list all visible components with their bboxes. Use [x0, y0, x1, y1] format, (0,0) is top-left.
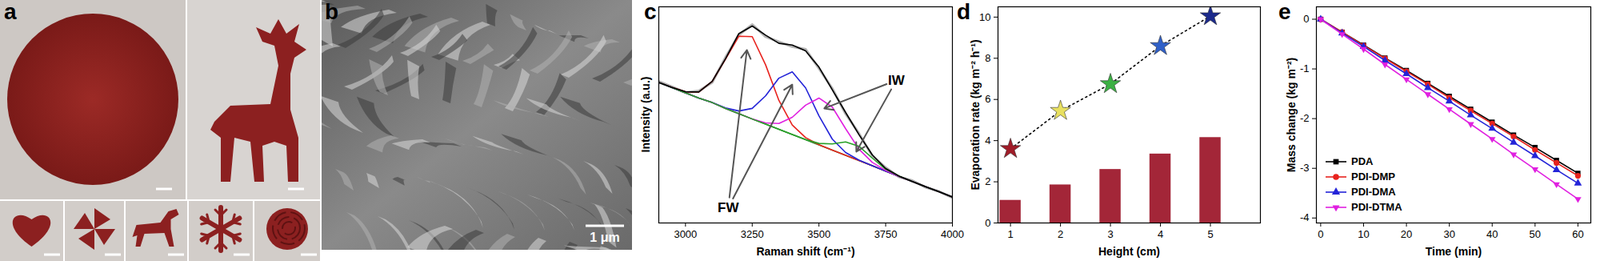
svg-text:4: 4: [984, 134, 991, 147]
html-text:PDI-DTMA: PDI-DTMA: [1351, 200, 1402, 213]
html-text:Intensity (a.u.): Intensity (a.u.): [639, 76, 652, 153]
svg-text:Mass change (kg m⁻²): Mass change (kg m⁻²): [1284, 57, 1298, 172]
svg-text:Height (cm): Height (cm): [1098, 244, 1160, 258]
svg-text:Time (min): Time (min): [1425, 244, 1483, 258]
svg-text:8: 8: [984, 52, 991, 64]
svg-text:Raman shift (cm⁻¹): Raman shift (cm⁻¹): [756, 244, 855, 258]
svg-text:5: 5: [1207, 228, 1213, 240]
html-text:PDA: PDA: [1351, 155, 1374, 168]
svg-text:0: 0: [984, 216, 991, 229]
html-text:d: d: [956, 0, 971, 24]
svg-text:-4: -4: [1300, 211, 1310, 224]
svg-text:FW: FW: [717, 200, 740, 216]
svg-text:-3: -3: [1300, 161, 1310, 174]
svg-text:10: 10: [1357, 228, 1369, 240]
svg-text:3: 3: [1107, 228, 1113, 240]
svg-text:-2: -2: [1300, 112, 1310, 124]
svg-text:4000: 4000: [940, 228, 964, 240]
svg-text:2: 2: [1057, 228, 1064, 240]
svg-text:6: 6: [984, 92, 991, 105]
svg-text:3000: 3000: [673, 228, 697, 240]
svg-text:IW: IW: [888, 72, 906, 88]
svg-text:60: 60: [1572, 228, 1584, 240]
svg-text:10: 10: [979, 11, 991, 24]
html-text:c: c: [644, 0, 657, 24]
svg-text:50: 50: [1529, 228, 1541, 240]
svg-text:-1: -1: [1300, 62, 1310, 75]
svg-text:3250: 3250: [740, 228, 764, 240]
html-text:b: b: [324, 0, 339, 24]
html-text:e: e: [1278, 0, 1291, 24]
svg-text:1: 1: [1008, 228, 1014, 240]
svg-text:20: 20: [1400, 228, 1412, 240]
svg-text:2: 2: [984, 175, 991, 188]
svg-text:0: 0: [1317, 228, 1324, 240]
svg-text:3750: 3750: [874, 228, 898, 240]
svg-text:40: 40: [1486, 228, 1498, 240]
html-text:a: a: [4, 0, 17, 24]
html-text:PDI-DMA: PDI-DMA: [1351, 185, 1396, 198]
svg-text:0: 0: [1303, 12, 1309, 25]
svg-text:Evaporation rate (kg m⁻² h⁻¹): Evaporation rate (kg m⁻² h⁻¹): [968, 39, 982, 190]
html-text:PDI-DMP: PDI-DMP: [1351, 170, 1396, 183]
svg-text:30: 30: [1443, 228, 1455, 240]
svg-text:4: 4: [1157, 228, 1164, 240]
svg-text:1 μm: 1 μm: [589, 230, 620, 244]
svg-text:3500: 3500: [807, 228, 831, 240]
